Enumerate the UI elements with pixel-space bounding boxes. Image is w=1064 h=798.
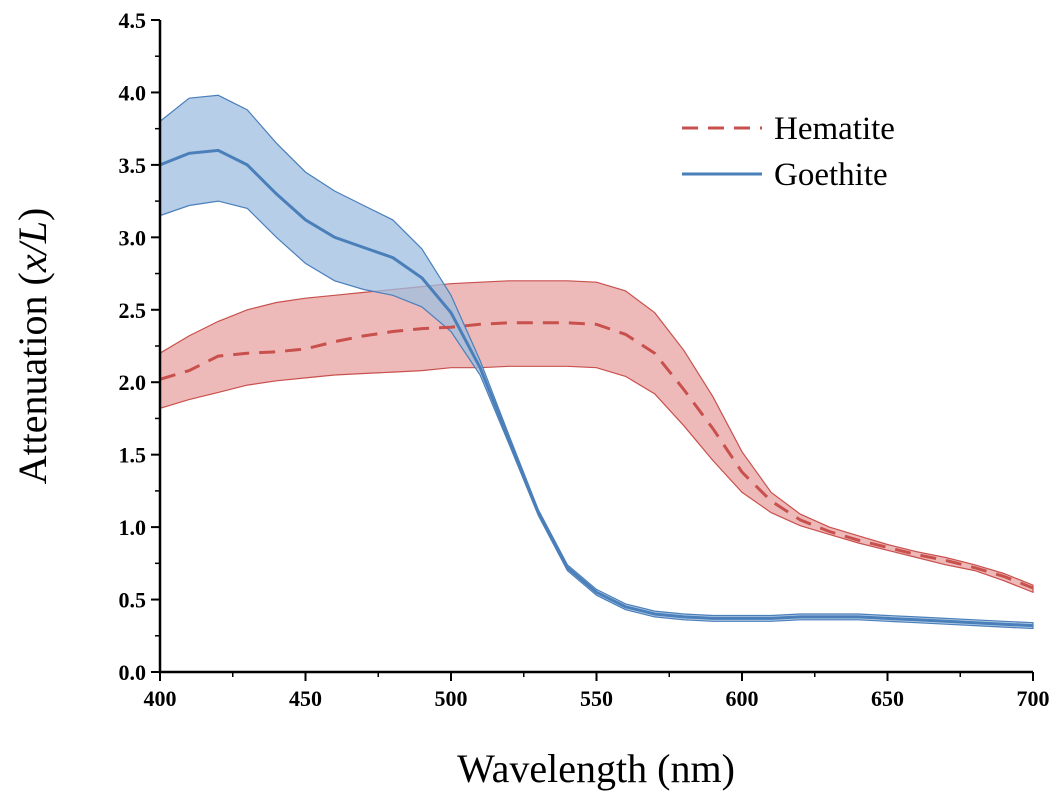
y-axis-title: Attenuation (x/L) — [10, 208, 55, 485]
uncertainty-bands — [159, 94, 1034, 630]
legend-goethite-label: Goethite — [774, 157, 888, 193]
y-tick-label: 0.5 — [119, 588, 147, 613]
hematite-line — [159, 321, 1034, 590]
y-tick-label: 4.0 — [119, 80, 147, 105]
y-tick-label: 2.0 — [119, 370, 147, 395]
y-tick-label: 0.0 — [119, 660, 147, 685]
y-tick-label: 1.0 — [119, 515, 147, 540]
y-axis-title-main: Attenuation ( — [10, 272, 55, 484]
axis-ticks: 400 450 500 550 600 650 700 0.0 0.5 1.0 1.5 2.0 2.5 3… — [119, 8, 1050, 711]
x-tick-label: 400 — [144, 686, 177, 711]
x-axis-title: Wavelength (nm) — [457, 746, 735, 791]
legend: Hematite Goethite — [682, 111, 895, 193]
y-tick-label: 2.5 — [119, 298, 147, 323]
goethite-band — [159, 94, 1034, 630]
goethite-line — [159, 148, 1034, 628]
x-tick-label: 600 — [726, 686, 759, 711]
y-tick-label: 4.5 — [119, 8, 147, 33]
y-tick-label: 1.5 — [119, 443, 147, 468]
x-tick-label: 700 — [1017, 686, 1050, 711]
x-tick-label: 450 — [289, 686, 322, 711]
y-axis-title-italic: x/L — [10, 221, 55, 273]
series-lines — [159, 148, 1034, 628]
y-tick-label: 3.0 — [119, 225, 147, 250]
y-tick-label: 3.5 — [119, 153, 147, 178]
hematite-band — [159, 280, 1034, 594]
legend-hematite-label: Hematite — [774, 111, 895, 147]
x-tick-label: 500 — [435, 686, 468, 711]
x-tick-label: 650 — [871, 686, 904, 711]
y-axis-title-close: ) — [10, 208, 55, 221]
x-tick-label: 550 — [580, 686, 613, 711]
